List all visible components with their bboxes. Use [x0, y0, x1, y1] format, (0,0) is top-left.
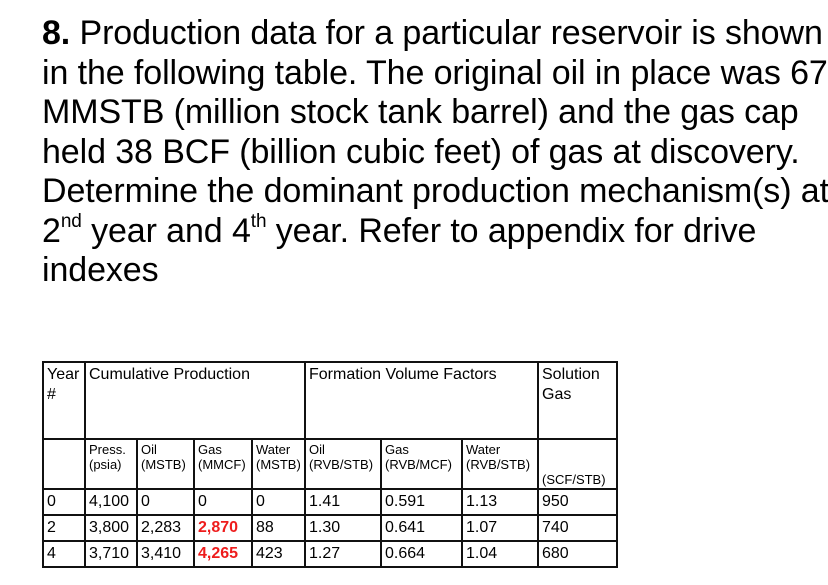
cell-oil: 0	[136, 488, 195, 516]
cell-solution-gas: 680	[537, 540, 618, 568]
cell-solution-gas: 950	[537, 488, 618, 516]
header-formation-volume-factors: Formation Volume Factors	[304, 361, 539, 440]
cell-gas-highlighted: 4,265	[193, 540, 253, 568]
cell-gas-fvf: 0.664	[380, 540, 463, 568]
cell-pressure: 3,710	[84, 540, 138, 568]
cell-water: 0	[251, 488, 306, 516]
problem-text-1: Production data for a particular reservo…	[42, 14, 828, 250]
cell-pressure: 3,800	[84, 514, 138, 542]
cell-gas: 0	[193, 488, 253, 516]
header-water-fvf: Water (RVB/STB)	[461, 438, 539, 490]
cell-oil-fvf: 1.30	[304, 514, 382, 542]
header-solution-gas: Solution Gas	[537, 361, 618, 440]
header-oil-fvf: Oil (RVB/STB)	[304, 438, 382, 490]
cell-water-fvf: 1.04	[461, 540, 539, 568]
production-data-table: Year # Cumulative Production Formation V…	[42, 361, 618, 568]
header-cumulative-production: Cumulative Production	[84, 361, 306, 440]
problem-text-2: year and 4	[81, 211, 251, 250]
header-row-units: Press. (psia) Oil (MSTB) Gas (MMCF) Wate…	[42, 438, 618, 490]
header-year: Year #	[42, 361, 86, 440]
cell-water: 423	[251, 540, 306, 568]
superscript-th: th	[250, 211, 267, 233]
cell-oil: 2,283	[136, 514, 195, 542]
cell-year: 0	[42, 488, 86, 516]
cell-water-fvf: 1.07	[461, 514, 539, 542]
cell-gas-highlighted: 2,870	[193, 514, 253, 542]
cell-pressure: 4,100	[84, 488, 138, 516]
header-water: Water (MSTB)	[251, 438, 306, 490]
problem-number: 8.	[42, 14, 71, 52]
cell-gas-fvf: 0.641	[380, 514, 463, 542]
header-oil: Oil (MSTB)	[136, 438, 195, 490]
header-gas: Gas (MMCF)	[193, 438, 253, 490]
cell-oil-fvf: 1.41	[304, 488, 382, 516]
cell-solution-gas: 740	[537, 514, 618, 542]
table-row: 4 3,710 3,410 4,265 423 1.27 0.664 1.04 …	[42, 540, 618, 568]
header-gas-fvf: Gas (RVB/MCF)	[380, 438, 463, 490]
cell-oil-fvf: 1.27	[304, 540, 382, 568]
superscript-nd: nd	[60, 211, 82, 233]
problem-statement: 8. Production data for a particular rese…	[42, 14, 828, 291]
header-solution-gas-unit: (SCF/STB)	[537, 438, 618, 490]
cell-water: 88	[251, 514, 306, 542]
cell-water-fvf: 1.13	[461, 488, 539, 516]
table-row: 0 4,100 0 0 0 1.41 0.591 1.13 950	[42, 488, 618, 516]
problem-text-3: year. Refer to appendix for drive indexe…	[42, 211, 757, 290]
header-empty	[42, 438, 86, 490]
cell-gas-fvf: 0.591	[380, 488, 463, 516]
cell-oil: 3,410	[136, 540, 195, 568]
cell-year: 2	[42, 514, 86, 542]
cell-year: 4	[42, 540, 86, 568]
header-row-groups: Year # Cumulative Production Formation V…	[42, 361, 618, 440]
table-row: 2 3,800 2,283 2,870 88 1.30 0.641 1.07 7…	[42, 514, 618, 542]
header-pressure: Press. (psia)	[84, 438, 138, 490]
